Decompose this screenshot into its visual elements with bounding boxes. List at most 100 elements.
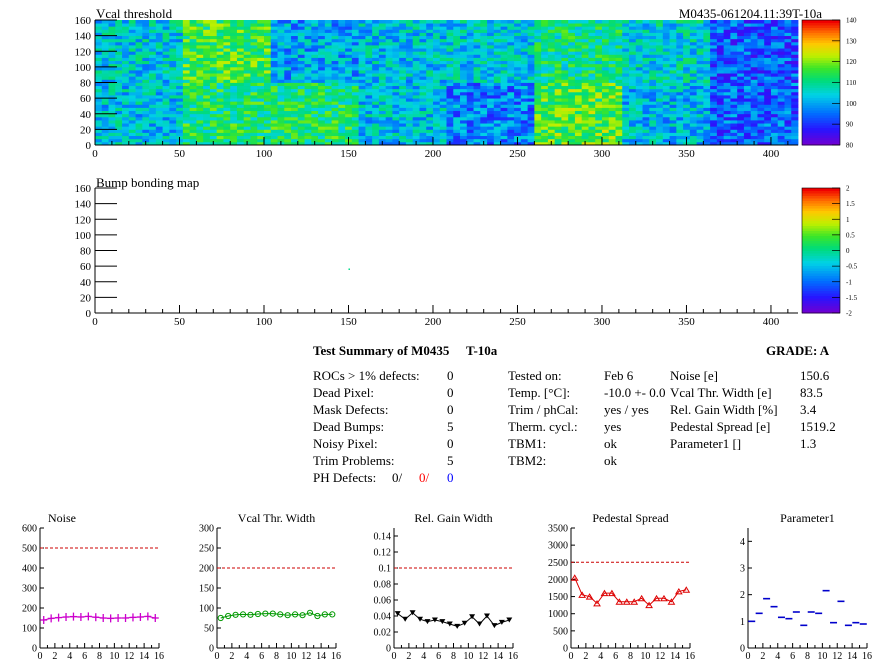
pixel-cell — [304, 29, 312, 33]
pixel-cell — [284, 54, 292, 58]
pixel-cell — [534, 60, 542, 65]
pixel-cell — [284, 45, 292, 49]
pixel-cell — [223, 129, 231, 133]
y-tick-label: 60 — [80, 93, 92, 105]
pixel-cell — [439, 123, 447, 127]
pixel-cell — [703, 29, 711, 33]
pixel-cell — [318, 23, 326, 27]
pixel-cell — [635, 79, 643, 83]
pixel-cell — [250, 113, 258, 118]
pixel-cell — [561, 51, 569, 55]
color-scale-cell — [802, 220, 840, 224]
pixel-cell — [270, 98, 278, 102]
pixel-cell — [392, 79, 400, 83]
pixel-cell — [318, 132, 326, 137]
pixel-cell — [223, 141, 231, 146]
pixel-cell — [122, 110, 130, 115]
pixel-cell — [473, 20, 481, 24]
pixel-cell — [534, 70, 542, 74]
pixel-cell — [365, 23, 373, 27]
pixel-cell — [635, 132, 643, 137]
pixel-cell — [297, 123, 305, 127]
pixel-cell — [737, 20, 745, 24]
pixel-cell — [297, 38, 305, 43]
pixel-cell — [615, 82, 623, 87]
pixel-cell — [149, 123, 157, 127]
pixel-cell — [554, 29, 562, 33]
pixel-cell — [250, 60, 258, 65]
pixel-cell — [710, 101, 718, 105]
pixel-cell — [595, 60, 603, 65]
pixel-cell — [642, 88, 650, 93]
pixel-cell — [345, 95, 353, 99]
pixel-cell — [243, 26, 251, 30]
pixel-cell — [581, 101, 589, 105]
pixel-cell — [547, 20, 556, 24]
pixel-cell — [588, 138, 596, 143]
pixel-cell — [378, 107, 387, 112]
pixel-cell — [601, 141, 610, 146]
pixel-cell — [480, 101, 488, 105]
pixel-cell — [656, 20, 664, 24]
pixel-cell — [263, 54, 272, 58]
pixel-cell — [608, 23, 616, 27]
pixel-cell — [223, 60, 231, 65]
pixel-cell — [189, 98, 197, 102]
pixel-cell — [561, 32, 569, 37]
pixel-cell — [689, 38, 698, 43]
pixel-cell — [392, 135, 400, 140]
pixel-cell — [385, 107, 393, 112]
pixel-cell — [662, 51, 670, 55]
pixel-cell — [757, 113, 765, 118]
pixel-cell — [365, 104, 373, 108]
series-line — [220, 612, 333, 619]
color-scale-cell — [802, 248, 840, 251]
pixel-cell — [446, 95, 454, 99]
y-tick-label: 1000 — [548, 609, 568, 620]
pixel-cell — [615, 104, 623, 108]
pixel-cell — [581, 54, 589, 58]
pixel-cell — [757, 41, 765, 46]
pixel-cell — [311, 66, 319, 71]
pixel-cell — [710, 26, 718, 30]
pixel-cell — [263, 38, 272, 43]
pixel-cell — [439, 35, 447, 40]
pixel-cell — [453, 110, 461, 115]
pixel-cell — [534, 79, 542, 83]
pixel-cell — [162, 57, 170, 62]
pixel-cell — [372, 54, 380, 58]
pixel-cell — [426, 85, 434, 90]
pixel-cell — [304, 107, 312, 112]
pixel-cell — [412, 95, 420, 99]
pixel-cell — [351, 116, 360, 121]
pixel-cell — [453, 66, 461, 71]
pixel-cell — [230, 98, 238, 102]
pixel-cell — [311, 95, 319, 99]
pixel-cell — [568, 129, 576, 133]
pixel-cell — [155, 51, 163, 55]
pixel-cell — [480, 70, 488, 74]
pixel-cell — [716, 98, 725, 102]
pixel-cell — [169, 48, 177, 52]
color-scale-cell — [802, 30, 840, 33]
pixel-cell — [629, 116, 637, 121]
pixel-cell — [311, 29, 319, 33]
pixel-cell — [419, 63, 427, 68]
pixel-cell — [588, 73, 596, 77]
data-point — [284, 612, 291, 619]
pixel-cell — [331, 85, 339, 90]
pixel-cell — [182, 48, 191, 52]
pixel-cell — [541, 60, 549, 65]
pixel-cell — [662, 60, 670, 65]
pixel-cell — [311, 73, 319, 77]
x-tick-label: 4 — [67, 651, 72, 662]
pixel-cell — [453, 91, 461, 96]
pixel-cell — [561, 135, 569, 140]
color-scale-cell — [802, 275, 840, 279]
pixel-cell — [182, 51, 191, 55]
pixel-cell — [777, 41, 785, 46]
pixel-cell — [101, 129, 109, 133]
pixel-cell — [405, 85, 414, 90]
color-scale-label: 80 — [846, 142, 854, 150]
color-scale-cell — [802, 215, 840, 219]
